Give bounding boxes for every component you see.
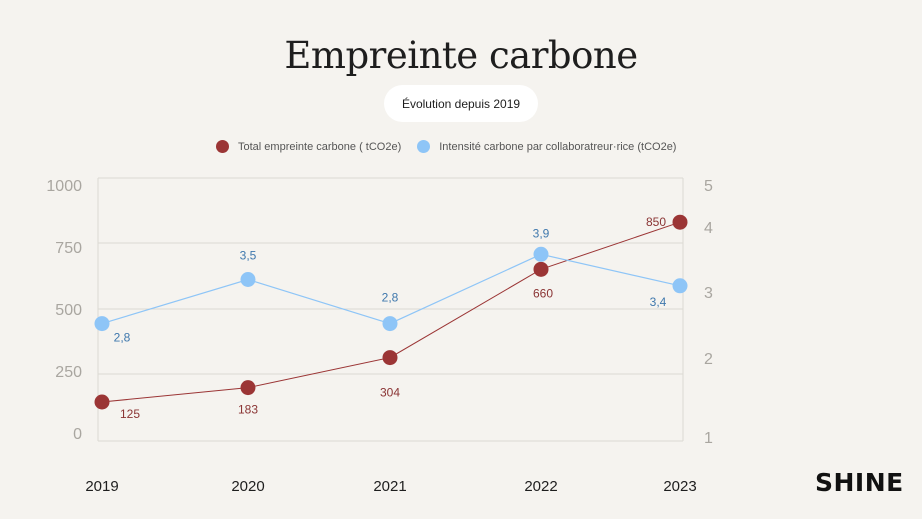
x-tick-label: 2020 bbox=[231, 478, 264, 495]
legend-label-total: Total empreinte carbone ( tCO2e) bbox=[238, 140, 402, 153]
x-tick-label: 2022 bbox=[524, 478, 557, 495]
x-tick-label: 2021 bbox=[373, 478, 406, 495]
legend-label-intensity: Intensité carbone par collaboratreur·ric… bbox=[439, 140, 677, 153]
data-label-intensity: 2,8 bbox=[382, 291, 399, 305]
y-right-tick-label: 4 bbox=[704, 220, 713, 237]
y-left-tick-label: 500 bbox=[55, 302, 82, 319]
data-label-intensity: 3,9 bbox=[533, 226, 550, 240]
y-left-tick-label: 0 bbox=[73, 426, 82, 443]
legend-item-intensity: Intensité carbone par collaboratreur·ric… bbox=[417, 140, 676, 153]
data-point-intensity bbox=[240, 272, 256, 287]
legend-item-total: Total empreinte carbone ( tCO2e) bbox=[216, 140, 401, 153]
legend: Total empreinte carbone ( tCO2e) Intensi… bbox=[216, 140, 692, 153]
data-point-total bbox=[382, 350, 398, 366]
grid-lines bbox=[97, 177, 684, 442]
y-right-tick-label: 3 bbox=[704, 285, 713, 302]
x-tick-label: 2023 bbox=[663, 478, 696, 495]
data-point-intensity bbox=[533, 246, 549, 262]
data-point-total bbox=[533, 261, 549, 277]
x-tick-label: 2019 bbox=[85, 478, 118, 495]
data-labels: 125 183 304 660 850 2,8 3,5 2,8 3,9 3,4 bbox=[114, 215, 667, 421]
series-lines bbox=[101, 221, 681, 403]
chart-title: Empreinte carbone bbox=[284, 34, 638, 77]
y-left-tick-label: 250 bbox=[55, 364, 82, 381]
series-line-total bbox=[101, 221, 681, 403]
y-right-tick-label: 1 bbox=[704, 430, 713, 447]
data-point-intensity bbox=[382, 316, 398, 332]
subtitle-pill: Évolution depuis 2019 bbox=[384, 85, 538, 122]
shine-logo: SHINE bbox=[815, 468, 904, 497]
data-point-total bbox=[672, 214, 688, 230]
data-label-intensity: 2,8 bbox=[114, 331, 131, 345]
tick-labels: 0 250 500 750 1000 1 2 3 4 5 2019 2020 2021 2022 2023 bbox=[46, 178, 713, 495]
y-right-tick-label: 2 bbox=[704, 351, 713, 368]
legend-marker-total bbox=[216, 140, 229, 153]
data-point-intensity bbox=[94, 316, 110, 332]
y-left-tick-label: 750 bbox=[55, 240, 82, 257]
data-point-total bbox=[240, 380, 256, 396]
data-point-total bbox=[94, 394, 110, 410]
data-label-total: 304 bbox=[380, 386, 400, 400]
data-point-intensity bbox=[672, 278, 688, 294]
series-line-intensity bbox=[101, 253, 681, 325]
legend-marker-intensity bbox=[417, 140, 431, 153]
data-label-total: 850 bbox=[646, 215, 666, 229]
data-label-total: 125 bbox=[120, 407, 140, 421]
data-label-total: 660 bbox=[533, 286, 553, 300]
y-left-tick-label: 1000 bbox=[46, 178, 82, 195]
series-points bbox=[94, 214, 688, 410]
subtitle-text: Évolution depuis 2019 bbox=[401, 96, 521, 111]
data-label-intensity: 3,4 bbox=[650, 295, 667, 309]
data-label-intensity: 3,5 bbox=[240, 249, 257, 263]
y-right-tick-label: 5 bbox=[704, 178, 713, 195]
data-label-total: 183 bbox=[238, 403, 258, 417]
